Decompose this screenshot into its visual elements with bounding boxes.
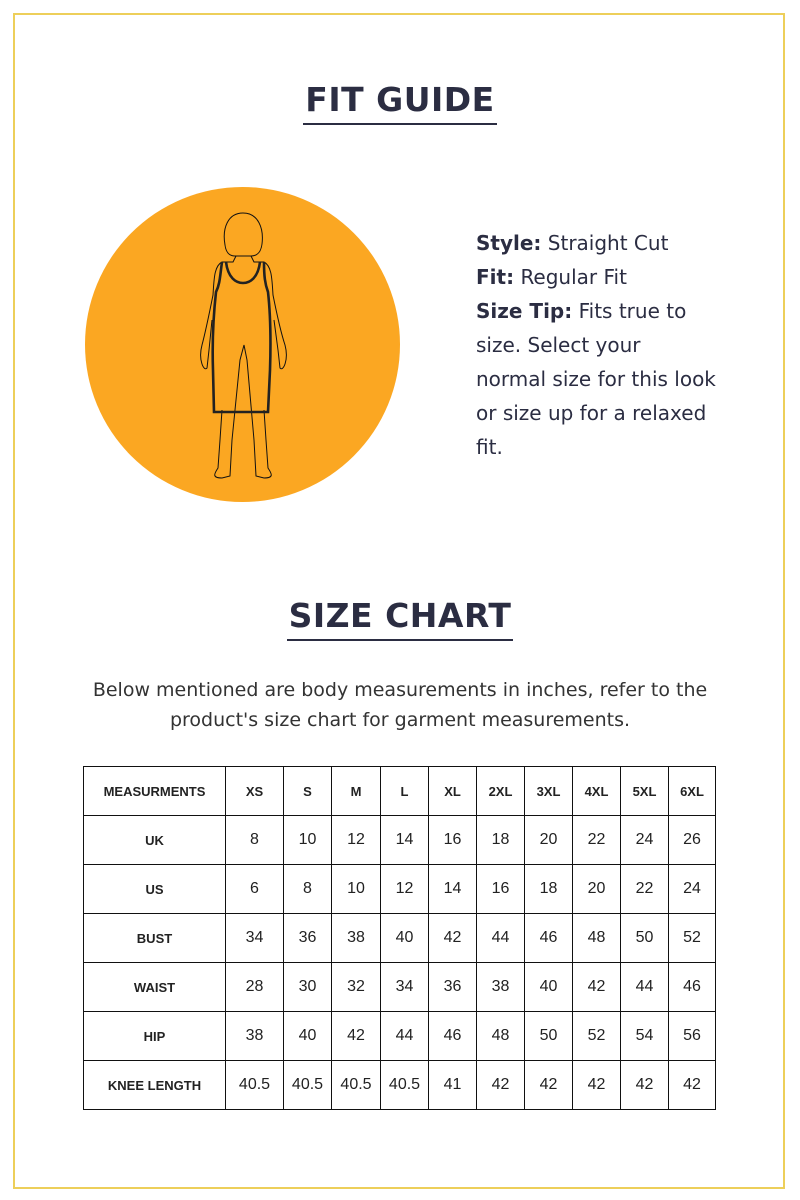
value-cell: 12	[331, 815, 381, 865]
fit-details: Style: Straight Cut Fit: Regular Fit Siz…	[476, 226, 716, 464]
table-row: UK 8 10 12 14 16 18 20 22 24 26	[83, 815, 716, 865]
value-cell: 42	[331, 1011, 381, 1061]
value-cell: 42	[524, 1060, 573, 1110]
value-cell: 38	[331, 913, 381, 963]
header-cell: M	[331, 766, 381, 816]
header-cell: 5XL	[620, 766, 669, 816]
value-cell: 36	[283, 913, 332, 963]
value-cell: 26	[668, 815, 716, 865]
border-frame	[13, 13, 785, 1189]
value-cell: 52	[668, 913, 716, 963]
table-row: HIP 38 40 42 44 46 48 50 52 54 56	[83, 1011, 716, 1061]
value-cell: 50	[524, 1011, 573, 1061]
value-cell: 22	[572, 815, 621, 865]
header-cell: S	[283, 766, 332, 816]
value-cell: 38	[225, 1011, 284, 1061]
fit-line: Fit: Regular Fit	[476, 265, 627, 289]
table-row: US 6 8 10 12 14 16 18 20 22 24	[83, 864, 716, 914]
value-cell: 34	[380, 962, 429, 1012]
value-cell: 40.5	[380, 1060, 429, 1110]
row-label-cell: BUST	[83, 913, 226, 963]
value-cell: 44	[476, 913, 525, 963]
row-label-cell: HIP	[83, 1011, 226, 1061]
row-label-cell: WAIST	[83, 962, 226, 1012]
value-cell: 16	[428, 815, 477, 865]
value-cell: 48	[572, 913, 621, 963]
value-cell: 46	[524, 913, 573, 963]
value-cell: 30	[283, 962, 332, 1012]
value-cell: 48	[476, 1011, 525, 1061]
size-chart-title: SIZE CHART	[0, 596, 800, 641]
row-label-cell: US	[83, 864, 226, 914]
header-cell: 2XL	[476, 766, 525, 816]
header-cell: 4XL	[572, 766, 621, 816]
value-cell: 40	[380, 913, 429, 963]
value-cell: 8	[283, 864, 332, 914]
header-cell: 6XL	[668, 766, 716, 816]
value-cell: 24	[668, 864, 716, 914]
value-cell: 18	[476, 815, 525, 865]
row-label-cell: KNEE LENGTH	[83, 1060, 226, 1110]
value-cell: 42	[572, 1060, 621, 1110]
table-row: BUST 34 36 38 40 42 44 46 48 50 52	[83, 913, 716, 963]
value-cell: 20	[524, 815, 573, 865]
value-cell: 54	[620, 1011, 669, 1061]
value-cell: 14	[428, 864, 477, 914]
size-chart-description: Below mentioned are body measurements in…	[92, 679, 708, 731]
value-cell: 40.5	[331, 1060, 381, 1110]
value-cell: 56	[668, 1011, 716, 1061]
row-label-cell: UK	[83, 815, 226, 865]
size-tip-line: Size Tip: Fits true to size. Select your…	[476, 299, 716, 459]
value-cell: 22	[620, 864, 669, 914]
value-cell: 44	[620, 962, 669, 1012]
value-cell: 20	[572, 864, 621, 914]
value-cell: 46	[668, 962, 716, 1012]
value-cell: 34	[225, 913, 284, 963]
header-cell: L	[380, 766, 429, 816]
table-header-row: MEASURMENTS XS S M L XL 2XL 3XL 4XL 5XL …	[83, 766, 716, 816]
value-cell: 52	[572, 1011, 621, 1061]
value-cell: 42	[620, 1060, 669, 1110]
fit-circle	[85, 187, 400, 502]
table-row: KNEE LENGTH 40.5 40.5 40.5 40.5 41 42 42 42 42 42	[83, 1060, 716, 1110]
value-cell: 18	[524, 864, 573, 914]
value-cell: 6	[225, 864, 284, 914]
header-cell: XL	[428, 766, 477, 816]
value-cell: 40	[524, 962, 573, 1012]
value-cell: 14	[380, 815, 429, 865]
value-cell: 8	[225, 815, 284, 865]
table-row: WAIST 28 30 32 34 36 38 40 42 44 46	[83, 962, 716, 1012]
value-cell: 42	[476, 1060, 525, 1110]
value-cell: 16	[476, 864, 525, 914]
value-cell: 40.5	[283, 1060, 332, 1110]
value-cell: 42	[668, 1060, 716, 1110]
value-cell: 44	[380, 1011, 429, 1061]
fit-guide-title: FIT GUIDE	[0, 80, 800, 125]
value-cell: 32	[331, 962, 381, 1012]
value-cell: 50	[620, 913, 669, 963]
value-cell: 40.5	[225, 1060, 284, 1110]
header-cell: MEASURMENTS	[83, 766, 226, 816]
value-cell: 24	[620, 815, 669, 865]
value-cell: 42	[428, 913, 477, 963]
value-cell: 12	[380, 864, 429, 914]
value-cell: 41	[428, 1060, 477, 1110]
size-chart-table: MEASURMENTS XS S M L XL 2XL 3XL 4XL 5XL …	[83, 766, 716, 1110]
header-cell: XS	[225, 766, 284, 816]
header-cell: 3XL	[524, 766, 573, 816]
value-cell: 28	[225, 962, 284, 1012]
value-cell: 46	[428, 1011, 477, 1061]
style-line: Style: Straight Cut	[476, 231, 669, 255]
value-cell: 38	[476, 962, 525, 1012]
value-cell: 42	[572, 962, 621, 1012]
value-cell: 40	[283, 1011, 332, 1061]
value-cell: 10	[283, 815, 332, 865]
value-cell: 10	[331, 864, 381, 914]
dress-figure-illustration	[200, 212, 287, 479]
value-cell: 36	[428, 962, 477, 1012]
